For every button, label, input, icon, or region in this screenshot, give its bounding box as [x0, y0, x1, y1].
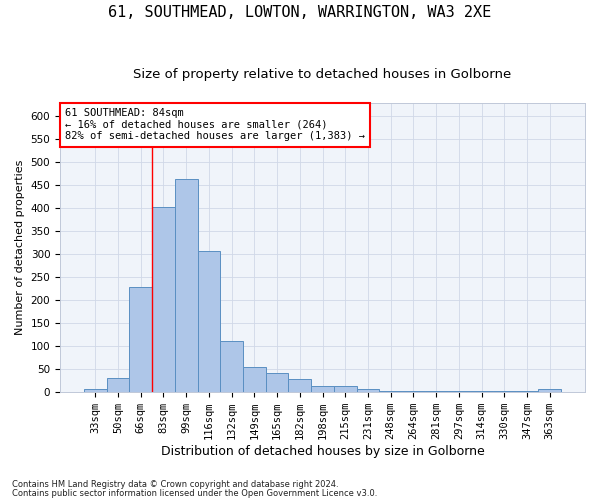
Bar	[402, 391, 425, 392]
Bar	[175, 179, 197, 392]
Bar	[130, 287, 152, 392]
Bar	[311, 386, 334, 392]
Text: Contains HM Land Registry data © Crown copyright and database right 2024.: Contains HM Land Registry data © Crown c…	[12, 480, 338, 489]
Bar	[493, 391, 515, 392]
Bar	[107, 378, 130, 392]
Bar	[266, 374, 289, 392]
Bar	[379, 391, 402, 392]
Bar	[470, 391, 493, 392]
Text: 61 SOUTHMEAD: 84sqm
← 16% of detached houses are smaller (264)
82% of semi-detac: 61 SOUTHMEAD: 84sqm ← 16% of detached ho…	[65, 108, 365, 142]
Bar	[152, 206, 175, 392]
X-axis label: Distribution of detached houses by size in Golborne: Distribution of detached houses by size …	[161, 444, 484, 458]
Bar	[84, 388, 107, 392]
Bar	[356, 390, 379, 392]
Y-axis label: Number of detached properties: Number of detached properties	[15, 160, 25, 335]
Text: Contains public sector information licensed under the Open Government Licence v3: Contains public sector information licen…	[12, 488, 377, 498]
Bar	[538, 388, 561, 392]
Bar	[515, 391, 538, 392]
Bar	[220, 341, 243, 392]
Text: 61, SOUTHMEAD, LOWTON, WARRINGTON, WA3 2XE: 61, SOUTHMEAD, LOWTON, WARRINGTON, WA3 2…	[109, 5, 491, 20]
Bar	[448, 391, 470, 392]
Bar	[243, 367, 266, 392]
Bar	[334, 386, 356, 392]
Bar	[425, 391, 448, 392]
Bar	[197, 251, 220, 392]
Bar	[289, 380, 311, 392]
Title: Size of property relative to detached houses in Golborne: Size of property relative to detached ho…	[133, 68, 512, 80]
